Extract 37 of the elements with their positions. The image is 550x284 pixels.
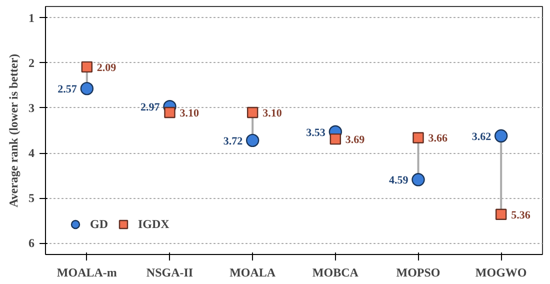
point xyxy=(412,173,425,186)
point xyxy=(246,134,260,148)
y-axis-title: Average rank (lower is better) xyxy=(6,54,20,208)
y-tick-label: 6 xyxy=(28,236,34,250)
y-tick-label: 3 xyxy=(28,100,34,115)
x-tick-label: MOBCA xyxy=(312,266,359,280)
point xyxy=(81,61,93,73)
y-tick-label: 1 xyxy=(28,10,34,25)
x-tick-label: MOALA xyxy=(230,266,276,280)
data-label: 2.97 xyxy=(140,102,160,114)
y-tick-label: 5 xyxy=(28,191,34,206)
data-label: 3.10 xyxy=(180,107,200,120)
x-tick-label: NSGA-II xyxy=(146,266,194,280)
data-label: 3.66 xyxy=(428,132,448,145)
x-tick-label: MOPSO xyxy=(396,266,440,280)
y-tick-label: 4 xyxy=(28,146,34,160)
legend-label: IGDX xyxy=(138,216,170,232)
data-label: 3.10 xyxy=(262,107,282,120)
data-label: 4.59 xyxy=(389,174,409,187)
x-tick-label: MOALA-m xyxy=(56,266,117,280)
data-label: 3.69 xyxy=(345,134,366,146)
point xyxy=(495,208,507,220)
data-label: 3.72 xyxy=(223,135,244,148)
point xyxy=(80,82,94,96)
data-label: 3.62 xyxy=(472,130,492,143)
point xyxy=(164,106,176,118)
point xyxy=(494,129,508,142)
data-label: 2.57 xyxy=(58,84,78,96)
legend-label: GD xyxy=(90,216,109,232)
y-tick-label: 2 xyxy=(28,56,34,70)
point xyxy=(412,132,424,144)
point xyxy=(330,133,342,145)
data-label: 3.53 xyxy=(306,126,326,139)
x-tick-label: MOGWO xyxy=(475,266,527,280)
data-label: 5.36 xyxy=(511,209,531,222)
data-label: 2.09 xyxy=(96,62,117,74)
point xyxy=(246,106,258,118)
